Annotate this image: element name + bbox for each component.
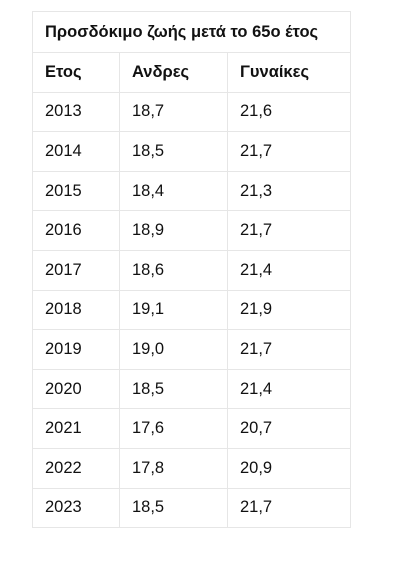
cell-women: 21,3 [227, 170, 351, 212]
cell-women: 21,7 [227, 329, 351, 370]
life-expectancy-table-container: Προσδόκιμο ζωής μετά το 65ο έτος Ετος Αν… [32, 11, 351, 529]
cell-men: 18,9 [119, 210, 228, 251]
cell-men: 19,0 [119, 329, 228, 370]
table-row: 2023 18,5 21,7 [32, 487, 351, 529]
table-row: 2020 18,5 21,4 [32, 368, 351, 410]
column-header-men: Ανδρες [119, 52, 228, 93]
cell-men: 19,1 [119, 289, 228, 331]
cell-men: 18,5 [119, 131, 228, 172]
table-title: Προσδόκιμο ζωής μετά το 65ο έτος [32, 11, 351, 53]
cell-year: 2021 [32, 408, 120, 449]
table-row: 2018 19,1 21,9 [32, 289, 351, 331]
cell-women: 21,4 [227, 249, 351, 291]
table-row: 2019 19,0 21,7 [32, 329, 351, 370]
cell-men: 18,5 [119, 487, 228, 529]
table-row: 2013 18,7 21,6 [32, 91, 351, 133]
cell-men: 18,7 [119, 91, 228, 133]
cell-women: 21,9 [227, 289, 351, 331]
cell-year: 2020 [32, 368, 120, 410]
table-row: 2015 18,4 21,3 [32, 170, 351, 212]
cell-men: 17,6 [119, 408, 228, 449]
cell-women: 21,7 [227, 487, 351, 529]
cell-men: 18,6 [119, 249, 228, 291]
cell-women: 20,7 [227, 408, 351, 449]
table-row: 2017 18,6 21,4 [32, 249, 351, 291]
table-row: 2022 17,8 20,9 [32, 447, 351, 489]
column-header-year: Ετος [32, 52, 120, 93]
cell-women: 21,6 [227, 91, 351, 133]
cell-year: 2014 [32, 131, 120, 172]
cell-women: 21,7 [227, 131, 351, 172]
table-header-row: Ετος Ανδρες Γυναίκες [32, 52, 351, 93]
table-title-row: Προσδόκιμο ζωής μετά το 65ο έτος [32, 11, 351, 53]
cell-year: 2017 [32, 249, 120, 291]
cell-women: 20,9 [227, 447, 351, 489]
table-row: 2014 18,5 21,7 [32, 131, 351, 172]
cell-year: 2019 [32, 329, 120, 370]
cell-year: 2016 [32, 210, 120, 251]
cell-year: 2023 [32, 487, 120, 529]
table-row: 2021 17,6 20,7 [32, 408, 351, 449]
cell-men: 17,8 [119, 447, 228, 489]
table-row: 2016 18,9 21,7 [32, 210, 351, 251]
cell-men: 18,4 [119, 170, 228, 212]
cell-year: 2015 [32, 170, 120, 212]
cell-women: 21,7 [227, 210, 351, 251]
cell-year: 2018 [32, 289, 120, 331]
cell-year: 2022 [32, 447, 120, 489]
life-expectancy-table: Προσδόκιμο ζωής μετά το 65ο έτος Ετος Αν… [32, 11, 351, 529]
cell-men: 18,5 [119, 368, 228, 410]
cell-year: 2013 [32, 91, 120, 133]
column-header-women: Γυναίκες [227, 52, 351, 93]
cell-women: 21,4 [227, 368, 351, 410]
